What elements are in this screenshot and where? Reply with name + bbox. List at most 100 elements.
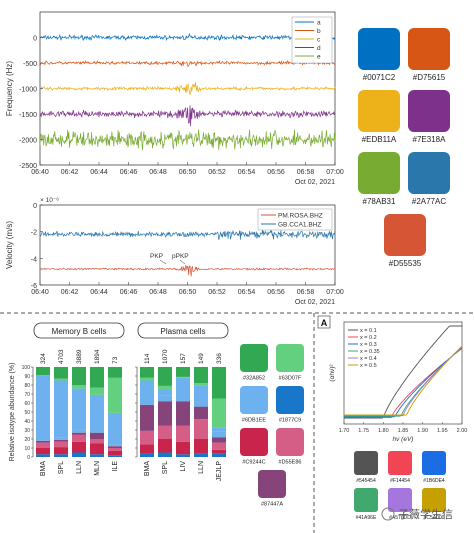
- bar-segment: [212, 442, 226, 450]
- bar-segment: [90, 387, 104, 395]
- bar-count-label: 114: [144, 353, 151, 364]
- legend-label: x = 0.3: [360, 342, 377, 348]
- bar-segment: [72, 367, 86, 385]
- bar-segment: [194, 439, 208, 454]
- bar-segment: [54, 447, 68, 455]
- bar-group-1: Plasma cells 114 BMA 1070 SPL 157 LIV 149 LLN 336…: [135, 322, 229, 481]
- y-tick-label: -2: [31, 230, 37, 237]
- annotation-arrow: [159, 259, 167, 265]
- x-tick-label: 1.80: [378, 428, 389, 434]
- legend-box: [291, 16, 333, 64]
- annotation-arrow: [179, 259, 186, 265]
- series-line-d: [39, 105, 336, 127]
- legend-label: x = 0.35: [360, 349, 380, 355]
- bar-segment: [158, 389, 172, 396]
- wechat-icon: [381, 507, 395, 521]
- watermark: 子薇学生信: [381, 507, 453, 521]
- group-title: Memory B cells: [52, 327, 107, 336]
- series-line-e: [39, 129, 336, 151]
- bar-count-label: 1070: [162, 349, 169, 364]
- x-tick-label: 07:00: [326, 169, 344, 176]
- x-tick-label: 1.75: [358, 428, 369, 434]
- category-label: LLN: [198, 461, 205, 474]
- hex-color-swatch: [408, 28, 450, 70]
- x-tick-label: 1.95: [437, 428, 448, 434]
- hex-color-label: #D55535: [389, 259, 422, 268]
- bar-segment: [176, 425, 190, 442]
- y-tick-label: -1500: [19, 112, 37, 119]
- group-title-box: [33, 322, 125, 339]
- bar-segment: [72, 385, 86, 389]
- bar-segment: [140, 430, 154, 445]
- bar-segment: [54, 441, 68, 448]
- bar-segment: [90, 443, 104, 455]
- legend-label: b: [317, 28, 321, 35]
- spectrum-color-swatch: [422, 488, 446, 512]
- legend: PM.ROSA.BHZ GB.CCA1.BHZ: [257, 208, 333, 231]
- y-tick-label: 30: [24, 428, 30, 434]
- bar-count-label: 73: [112, 356, 119, 364]
- spectrum-color-label: #F14454: [390, 478, 410, 484]
- y-tick-label: -500: [23, 61, 37, 68]
- bar-segment: [108, 444, 122, 447]
- date-label: Oct 02, 2021: [295, 179, 335, 186]
- series-line-a: [39, 32, 336, 42]
- bar-segment: [108, 450, 122, 456]
- category-label: SPL: [162, 461, 169, 474]
- bar-segment: [194, 419, 208, 439]
- bar-segment: [36, 454, 50, 457]
- spectrum-color-label: #C5A000: [424, 515, 445, 521]
- x-tick-label: 06:42: [61, 169, 79, 176]
- hex-color-label: #0071C2: [363, 73, 396, 82]
- y-tick-label: 10: [24, 446, 30, 452]
- plot-area: [343, 321, 463, 425]
- series-line-gb-cca1-bhz: [39, 229, 336, 240]
- hex-color-swatch: [358, 28, 400, 70]
- hex-color-label: #D75615: [413, 73, 446, 82]
- bar-color-swatch: [240, 386, 268, 414]
- bar-segment: [212, 449, 226, 454]
- x-tick-label: 06:46: [120, 169, 138, 176]
- bar-segment: [72, 452, 86, 457]
- bar-segment: [72, 429, 86, 433]
- legend-label: x = 0.4: [360, 356, 377, 362]
- bar-segment: [108, 448, 122, 451]
- date-label: Oct 02, 2021: [295, 299, 335, 306]
- bar-count-label: 3889: [76, 349, 83, 364]
- bar-segment: [176, 441, 190, 455]
- bar-segment: [158, 385, 172, 390]
- bar-segment: [108, 446, 122, 448]
- category-label: SPL: [58, 461, 65, 474]
- bar-segment: [54, 454, 68, 457]
- spectrum-color-palette: #545454 #F14454 #1B6DE4 #41A96E #A576DD #C5A0…: [354, 451, 446, 521]
- legend-label: PM.ROSA.BHZ: [278, 213, 323, 220]
- x-tick-label: 1.70: [339, 428, 350, 434]
- x-tick-label: 06:52: [208, 289, 226, 296]
- series-line-pm-rosa-bhz: [39, 264, 336, 277]
- bar-segment: [212, 427, 226, 432]
- bar-color-label: #63D07F: [279, 376, 302, 382]
- x-axis-label: hν (eV): [393, 436, 414, 443]
- bar-segment: [176, 377, 190, 381]
- y-axis-label: (αhν)²: [329, 364, 336, 382]
- legend-label: c: [317, 37, 321, 44]
- category-label: LLN: [76, 461, 83, 474]
- y-exponent-label: × 10⁻⁶: [40, 197, 59, 204]
- bar-segment: [194, 383, 208, 386]
- y-tick-label: 50: [24, 410, 30, 416]
- bar-segment: [36, 439, 50, 441]
- bar-segment: [72, 432, 86, 435]
- bar-segment: [108, 455, 122, 457]
- x-tick-label: 06:42: [61, 289, 79, 296]
- bar-segment: [140, 385, 154, 405]
- x-tick-label: 06:52: [208, 169, 226, 176]
- x-tick-label: 06:48: [149, 289, 167, 296]
- panel-label: A: [321, 318, 328, 328]
- legend-label: GB.CCA1.BHZ: [278, 222, 321, 229]
- hex-color-swatch: [408, 152, 450, 194]
- bar-segment: [72, 441, 86, 453]
- bar-segment: [72, 388, 86, 430]
- legend-label: x = 0.1: [360, 328, 377, 334]
